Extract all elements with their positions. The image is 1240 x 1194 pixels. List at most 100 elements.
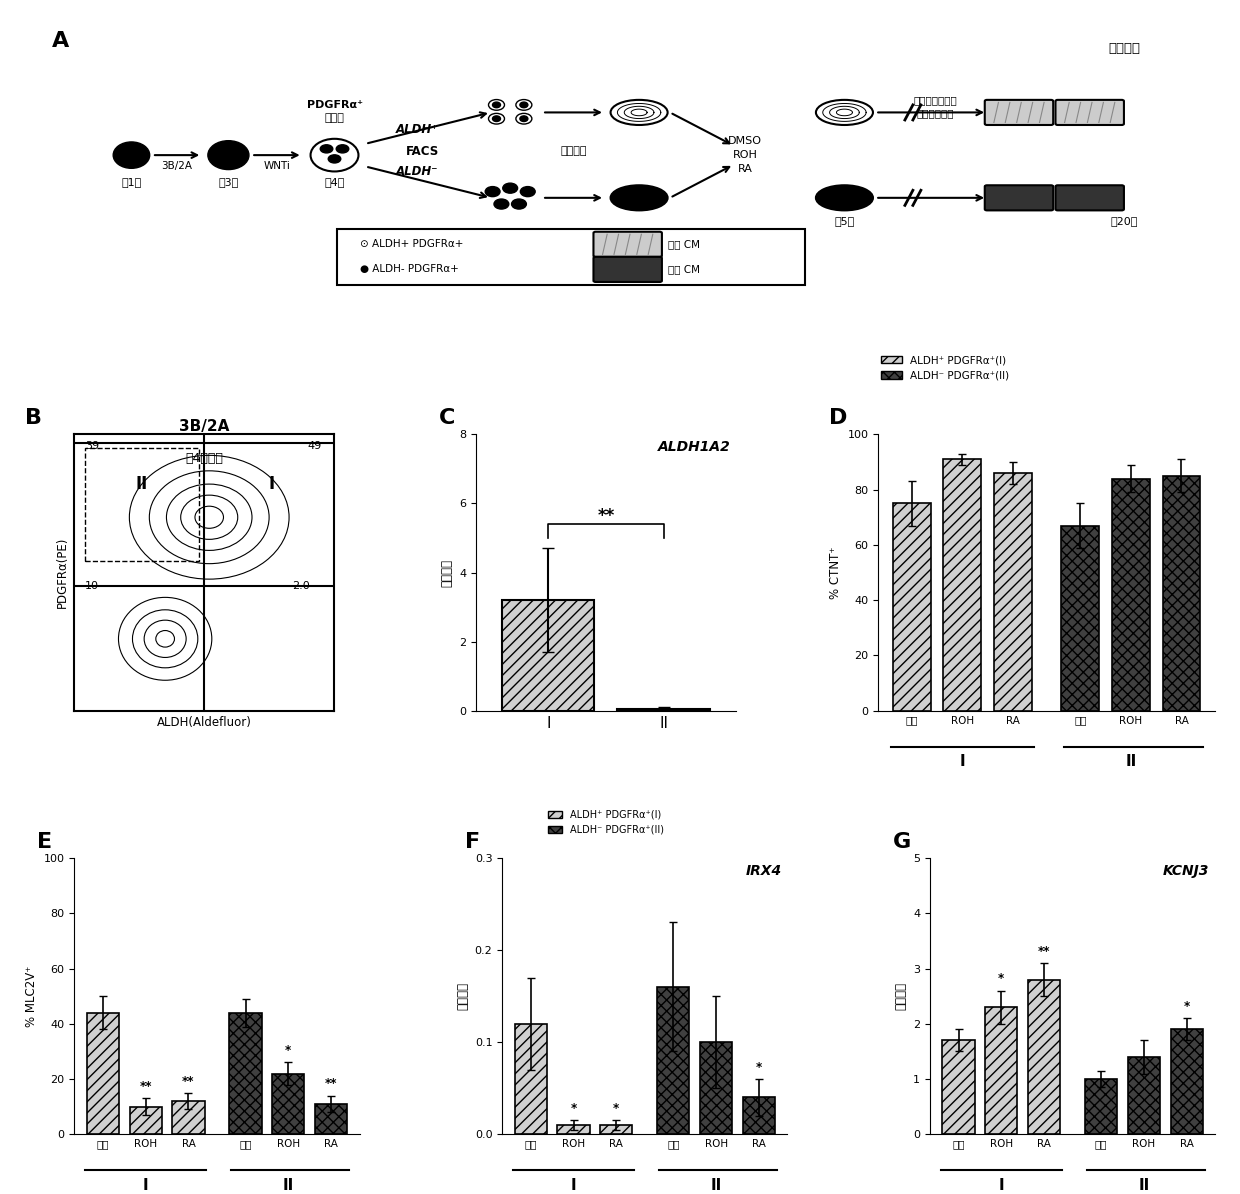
Ellipse shape <box>520 101 528 107</box>
Text: ALDH1A2: ALDH1A2 <box>657 439 730 454</box>
Text: FACS: FACS <box>405 146 439 158</box>
Text: I: I <box>960 753 965 769</box>
Ellipse shape <box>816 185 873 210</box>
Ellipse shape <box>516 113 532 124</box>
Ellipse shape <box>816 100 873 125</box>
Bar <box>1028 979 1060 1134</box>
Text: DMSO
ROH
RA: DMSO ROH RA <box>728 136 763 174</box>
Text: **: ** <box>598 506 615 524</box>
Y-axis label: % MLC2V⁺: % MLC2V⁺ <box>25 966 38 1027</box>
Text: 除类视黄醇）: 除类视黄醇） <box>916 109 955 118</box>
Text: *: * <box>570 1102 577 1115</box>
FancyBboxPatch shape <box>1055 100 1123 125</box>
Bar <box>273 1073 304 1134</box>
Ellipse shape <box>512 199 527 209</box>
FancyBboxPatch shape <box>594 257 662 282</box>
Text: F: F <box>465 832 480 853</box>
Text: **: ** <box>139 1081 153 1093</box>
Text: *: * <box>285 1045 291 1057</box>
Ellipse shape <box>521 186 536 197</box>
Bar <box>1112 479 1149 710</box>
Ellipse shape <box>489 113 505 124</box>
Ellipse shape <box>516 99 532 110</box>
Y-axis label: 相对表达: 相对表达 <box>894 983 908 1010</box>
Bar <box>130 1107 161 1134</box>
Text: E: E <box>37 832 52 853</box>
Bar <box>558 1125 589 1134</box>
Bar <box>743 1097 775 1134</box>
Bar <box>1171 1029 1203 1134</box>
Text: I: I <box>570 1177 577 1193</box>
Bar <box>1085 1079 1117 1134</box>
Bar <box>315 1104 347 1134</box>
Text: WNTi: WNTi <box>264 161 291 171</box>
Title: 3B/2A: 3B/2A <box>179 419 229 435</box>
Bar <box>657 987 689 1134</box>
Bar <box>1128 1057 1159 1134</box>
Bar <box>986 1008 1017 1134</box>
Bar <box>600 1125 632 1134</box>
Text: 39: 39 <box>84 442 99 451</box>
Ellipse shape <box>336 144 348 153</box>
Bar <box>994 473 1032 710</box>
Ellipse shape <box>485 186 500 197</box>
Ellipse shape <box>610 100 667 125</box>
Text: II: II <box>283 1177 294 1193</box>
Bar <box>515 1023 547 1134</box>
Text: I: I <box>998 1177 1004 1193</box>
Text: II: II <box>135 475 148 493</box>
Text: *: * <box>755 1060 763 1073</box>
FancyBboxPatch shape <box>985 100 1053 125</box>
Ellipse shape <box>494 199 508 209</box>
Text: ⊙ ALDH+ PDGFRα+: ⊙ ALDH+ PDGFRα+ <box>360 239 463 250</box>
Bar <box>701 1042 732 1134</box>
Bar <box>618 709 709 710</box>
Text: 3B/2A: 3B/2A <box>161 161 192 171</box>
Bar <box>229 1013 262 1134</box>
Text: ALDH⁻: ALDH⁻ <box>396 165 438 178</box>
Text: II: II <box>1126 753 1137 769</box>
Bar <box>502 601 594 710</box>
Text: 心肌细胞: 心肌细胞 <box>1107 42 1140 55</box>
Y-axis label: PDGFRα(PE): PDGFRα(PE) <box>56 537 69 608</box>
Bar <box>1061 525 1100 710</box>
Text: 10: 10 <box>84 580 99 591</box>
Ellipse shape <box>610 185 667 210</box>
Text: G: G <box>893 832 911 853</box>
Text: IRX4: IRX4 <box>745 863 781 878</box>
Text: 心房 CM: 心房 CM <box>667 239 699 250</box>
Text: **: ** <box>182 1075 195 1088</box>
Text: KCNJ3: KCNJ3 <box>1163 863 1209 878</box>
FancyBboxPatch shape <box>1055 185 1123 210</box>
Text: PDGFRα⁺: PDGFRα⁺ <box>306 100 362 110</box>
Ellipse shape <box>520 116 528 122</box>
Text: 第20天: 第20天 <box>1110 216 1137 226</box>
Ellipse shape <box>502 183 517 193</box>
Bar <box>172 1101 205 1134</box>
Ellipse shape <box>310 139 358 172</box>
Text: II: II <box>1138 1177 1149 1193</box>
Text: *: * <box>613 1102 620 1115</box>
Text: ALDH⁺: ALDH⁺ <box>396 123 438 136</box>
Bar <box>1163 475 1200 710</box>
Text: **: ** <box>1038 944 1050 958</box>
Text: D: D <box>828 408 847 429</box>
Bar <box>87 1013 119 1134</box>
Text: 心室 CM: 心室 CM <box>667 264 699 275</box>
Ellipse shape <box>492 101 501 107</box>
Text: 重新聚集: 重新聚集 <box>560 146 588 156</box>
Text: A: A <box>52 31 69 51</box>
Y-axis label: 相对表达: 相对表达 <box>441 559 454 586</box>
Bar <box>893 504 931 710</box>
Ellipse shape <box>489 99 505 110</box>
Text: B: B <box>25 408 42 429</box>
Ellipse shape <box>492 116 501 122</box>
Legend: ALDH⁺ PDGFRα⁺(I), ALDH⁻ PDGFRα⁺(II): ALDH⁺ PDGFRα⁺(I), ALDH⁻ PDGFRα⁺(II) <box>544 806 668 838</box>
Ellipse shape <box>320 144 332 153</box>
Text: 第3天: 第3天 <box>218 177 238 187</box>
Text: I: I <box>268 475 274 493</box>
Text: 培养基更换（去: 培养基更换（去 <box>914 96 957 105</box>
Legend: ALDH⁺ PDGFRα⁺(I), ALDH⁻ PDGFRα⁺(II): ALDH⁺ PDGFRα⁺(I), ALDH⁻ PDGFRα⁺(II) <box>877 351 1013 384</box>
Ellipse shape <box>113 142 150 168</box>
Text: II: II <box>711 1177 722 1193</box>
